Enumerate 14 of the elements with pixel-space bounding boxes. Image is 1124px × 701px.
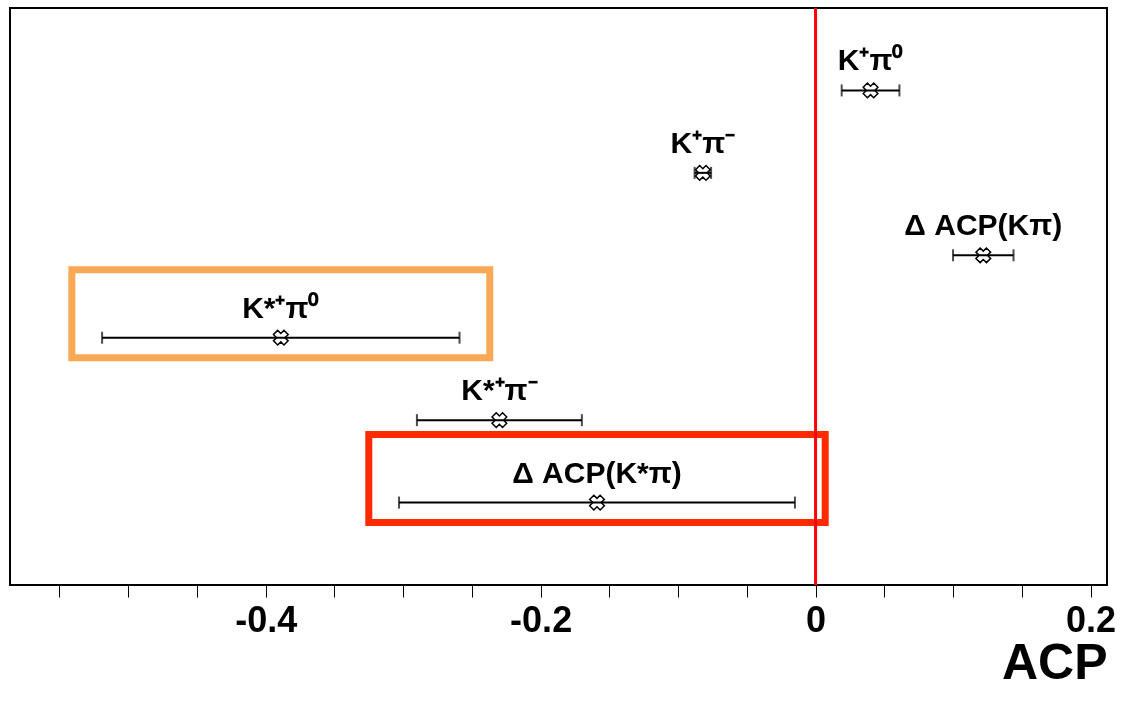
point [491,412,508,429]
point [975,247,992,264]
point [588,494,606,511]
x-tick-label: -0.4 [235,598,298,640]
point [272,329,289,346]
point [862,82,879,99]
annotation: K*⁺π⁻ [461,373,538,407]
annotation: K*⁺π⁰ [242,290,320,324]
annotation: Δ ACP(K*π) [512,455,682,489]
annotation: K⁺π⁻ [670,125,736,159]
annotation: K⁺π⁰ [837,43,904,77]
x-tick-label: 0 [806,598,827,640]
x-tick-label: -0.2 [510,598,573,640]
annotation: Δ ACP(Kπ) [904,208,1063,242]
